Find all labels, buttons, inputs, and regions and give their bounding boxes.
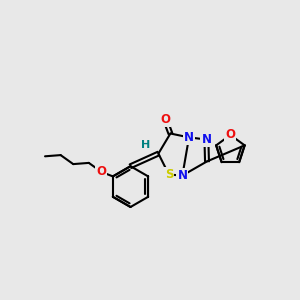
Text: N: N bbox=[201, 133, 212, 146]
Text: O: O bbox=[160, 112, 170, 126]
Text: S: S bbox=[165, 168, 173, 181]
Text: N: N bbox=[177, 169, 188, 182]
Text: N: N bbox=[184, 131, 194, 144]
Text: O: O bbox=[96, 165, 106, 178]
Text: O: O bbox=[225, 128, 236, 142]
Text: H: H bbox=[141, 140, 150, 150]
